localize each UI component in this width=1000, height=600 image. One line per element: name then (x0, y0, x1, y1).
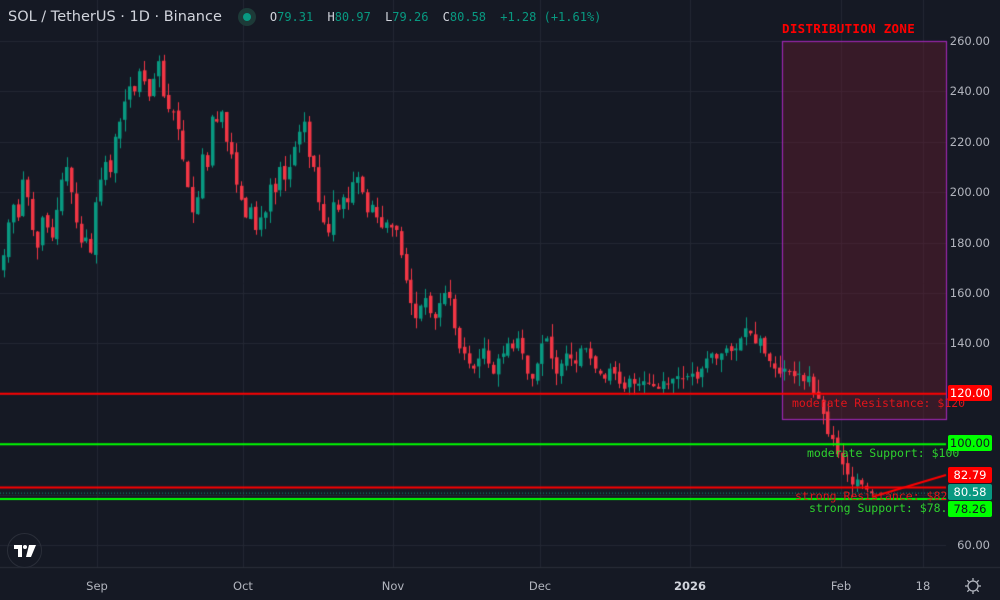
chart-header: SOL / TetherUS · 1D · Binance O79.31 H80… (8, 7, 601, 27)
moderate-support-label: moderate Support: $100 (807, 446, 960, 460)
high-value: 80.97 (334, 10, 371, 24)
time-tick-label: Sep (86, 579, 108, 593)
time-tick-label: Dec (528, 579, 552, 593)
price-tick-label: 60.00 (957, 538, 990, 552)
price-tick-label: 140.00 (949, 336, 990, 351)
price-tag-82-79: 82.79 (948, 467, 992, 483)
low-value: 79.26 (392, 10, 429, 24)
close-value: 80.58 (449, 10, 487, 24)
symbol-title[interactable]: SOL / TetherUS · 1D · Binance (8, 9, 222, 25)
last-price-tag: 80.58 (948, 484, 992, 500)
distribution-zone-label: DISTRIBUTION ZONE (782, 21, 916, 36)
market-status-icon (237, 8, 256, 26)
gear-icon[interactable] (964, 577, 982, 595)
ohlc-values: O79.31 H80.97 L79.26 C80.58 +1.28 (+1.61… (269, 10, 602, 24)
price-tick-label: 160.00 (949, 286, 990, 300)
price-tag-78-26: 78.26 (948, 501, 992, 517)
tradingview-logo[interactable] (7, 533, 42, 568)
price-tag-120: 120.00 (948, 385, 992, 401)
price-tick-label: 220.00 (949, 134, 990, 149)
time-tick-label: Nov (381, 579, 405, 593)
tradingview-logo-icon (13, 544, 36, 557)
price-tick-label: 260.00 (949, 34, 990, 48)
price-tick-label: 180.00 (949, 235, 990, 250)
strong-resistance-label: strong Resistance: $82.79 (795, 489, 969, 503)
open-value: 79.31 (277, 10, 314, 24)
price-tick-label: 240.00 (949, 84, 990, 99)
moderate-resistance-label: moderate Resistance: $120 (792, 396, 966, 410)
time-tick-label: 18 (915, 579, 931, 593)
change-value: +1.28 (+1.61%) (500, 10, 602, 24)
strong-support-label: strong Support: $78.26 (809, 501, 962, 515)
time-tick-label: Oct (233, 579, 253, 593)
time-tick-label: 2026 (673, 579, 707, 593)
price-tag-100: 100.00 (948, 435, 992, 451)
time-tick-label: Feb (830, 579, 852, 593)
price-tick-label: 200.00 (949, 185, 990, 200)
